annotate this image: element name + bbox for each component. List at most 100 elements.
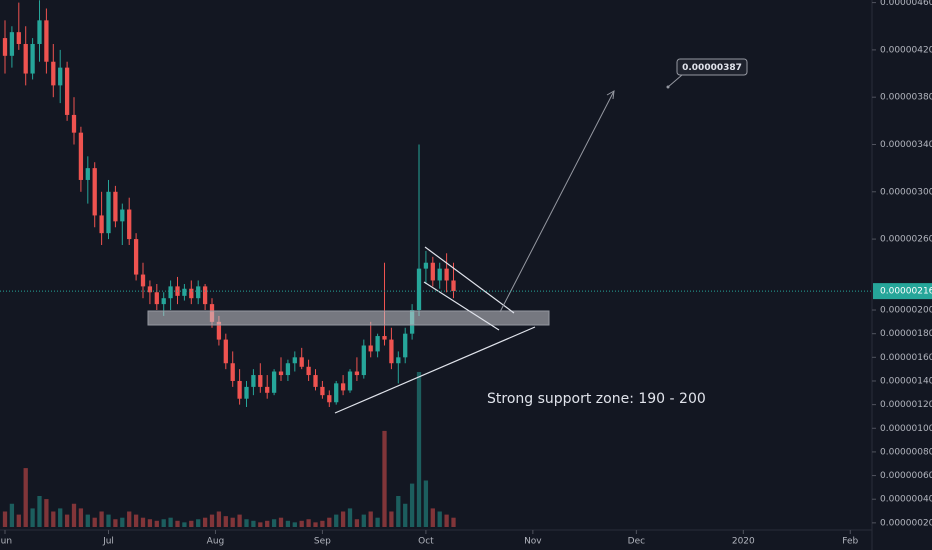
callout-pointer: [667, 74, 683, 88]
volume-bar: [403, 503, 408, 527]
y-tick-label: 0.00000260: [880, 235, 932, 245]
x-tick-label: Sep: [314, 537, 331, 547]
candle-body: [361, 345, 366, 376]
candle-body: [189, 288, 194, 299]
volume-bar: [416, 372, 422, 527]
volume-bar: [223, 516, 228, 527]
volume-bar: [430, 508, 435, 527]
volume-bar: [389, 511, 394, 527]
volume-bar: [265, 520, 270, 527]
volume-bar: [382, 430, 387, 527]
volume-bar: [437, 511, 442, 527]
candle-body: [9, 32, 15, 56]
candle-body: [320, 386, 325, 396]
candle-body: [147, 286, 153, 293]
candle-body: [154, 292, 159, 305]
candle-body: [347, 371, 353, 391]
candle-body: [51, 61, 56, 86]
candle-body: [168, 286, 173, 299]
volume-bar: [244, 519, 249, 527]
candle-body: [244, 386, 249, 399]
trend-line: [334, 326, 536, 414]
candle-body: [92, 168, 97, 216]
candle-body: [251, 375, 256, 387]
y-tick-label: 0.00000200: [880, 306, 932, 316]
volume-bar: [278, 517, 284, 527]
candle-body: [313, 375, 318, 387]
volume-bar: [175, 520, 180, 527]
volume-bar: [161, 519, 166, 527]
volume-bar: [451, 517, 456, 527]
callout-box: [676, 58, 748, 76]
volume-bar: [99, 511, 104, 527]
volume-bar: [44, 499, 49, 527]
volume-bar: [85, 514, 90, 527]
volume-bar: [196, 519, 201, 527]
candle-body: [340, 383, 346, 391]
y-tick-label: 0.00000300: [880, 187, 932, 197]
support-zone: [147, 310, 550, 326]
volume-bar: [106, 514, 111, 527]
volume-bar: [23, 468, 28, 527]
channel-line: [423, 281, 500, 331]
y-tick-label: 0.00000380: [880, 93, 932, 103]
candle-body: [327, 395, 332, 403]
volume-bar: [64, 514, 70, 527]
candle-body: [271, 371, 277, 393]
volume-bar: [113, 519, 118, 527]
candle-body: [85, 168, 90, 180]
candle-body: [451, 280, 456, 292]
candle-body: [113, 191, 118, 222]
candle-body: [2, 38, 8, 56]
volume-bar: [306, 519, 311, 527]
candle-body: [334, 383, 339, 403]
candle-body: [161, 298, 166, 305]
y-tick-label: 0.00000080: [880, 447, 932, 457]
candle-body: [354, 371, 360, 376]
volume-bar: [237, 514, 242, 527]
candle-body: [44, 20, 49, 62]
candle-body: [23, 43, 28, 74]
volume-bar: [78, 508, 84, 527]
y-tick-label: 0.00000060: [880, 471, 932, 481]
last-price-box: [873, 283, 932, 300]
candle-body: [444, 268, 449, 281]
candle-body: [216, 321, 222, 340]
candle-body: [375, 336, 380, 352]
volume-bar: [16, 514, 21, 527]
volume-bar: [37, 496, 42, 527]
volume-bar: [209, 514, 215, 527]
candle-body: [437, 268, 442, 281]
volume-bar: [30, 508, 35, 527]
volume-bar: [133, 514, 139, 527]
volume-bar: [2, 511, 8, 527]
volume-bar: [189, 520, 194, 527]
channel-line: [424, 246, 515, 314]
volume-bar: [58, 508, 63, 527]
volume-bar: [154, 520, 159, 527]
x-tick-label: Feb: [842, 537, 858, 547]
candle-body: [37, 20, 42, 44]
x-tick-label: Aug: [207, 537, 225, 547]
volume-bar: [285, 520, 291, 527]
candle-body: [223, 339, 228, 364]
callout-text: 0.00000387: [682, 63, 742, 73]
candle-body: [292, 357, 297, 364]
candle-body: [423, 262, 429, 269]
candle-body: [258, 375, 263, 387]
candle-body: [285, 363, 291, 376]
volume-bar: [140, 517, 146, 527]
volume-bar: [368, 511, 373, 527]
volume-bar: [444, 514, 449, 527]
volume-bar: [202, 517, 208, 527]
candle-body: [64, 67, 70, 115]
volume-bar: [271, 519, 277, 527]
y-tick-label: 0.00000140: [880, 376, 932, 386]
candle-body: [396, 357, 401, 364]
volume-bar: [313, 522, 318, 527]
last-price-label: 0.00000216: [880, 287, 932, 297]
volume-bar: [396, 496, 401, 527]
